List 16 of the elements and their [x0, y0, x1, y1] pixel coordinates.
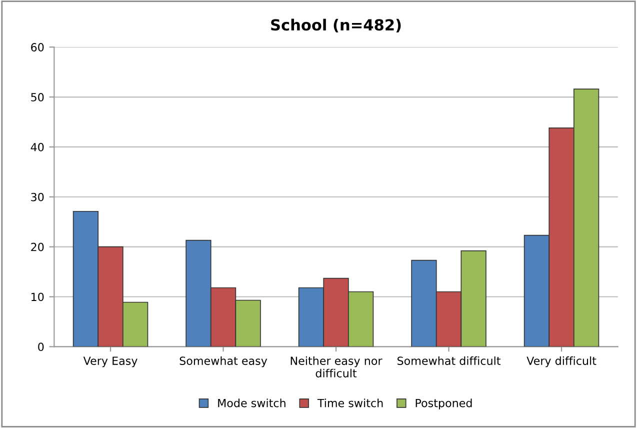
y-tick-label: 20: [31, 242, 44, 252]
y-tick-label: 30: [31, 192, 44, 202]
legend-label: Time switch: [317, 398, 383, 408]
legend-label: Postponed: [416, 398, 472, 410]
chart-title: School (n=482): [271, 18, 401, 32]
x-tick-label: Somewhat difficult: [398, 356, 500, 366]
y-tick-label: 10: [32, 292, 44, 302]
x-tick-label: Very difficult: [526, 356, 596, 368]
x-tick-label: Very Easy: [83, 356, 138, 368]
legend-label: Mode switch: [218, 398, 286, 408]
y-tick-label: 40: [30, 142, 44, 152]
x-tick-label: Neither easy nor difficult: [290, 356, 382, 378]
y-tick-label: 0: [38, 342, 44, 352]
x-tick-label: Somewhat easy: [180, 356, 268, 368]
y-tick-label: 60: [31, 43, 44, 52]
y-tick-label: 50: [31, 92, 44, 102]
